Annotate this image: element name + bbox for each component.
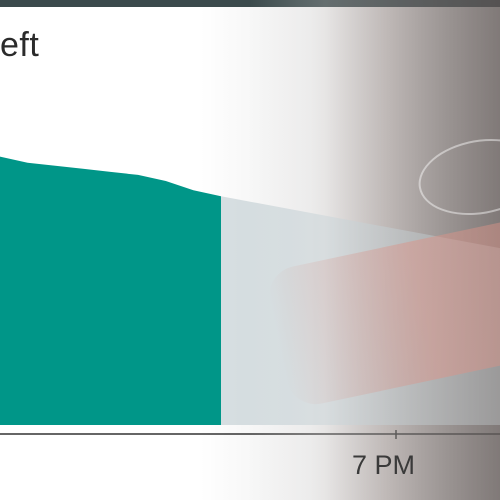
- x-tick-label-7pm: 7 PM: [352, 450, 416, 480]
- battery-estimate-label: eft: [0, 26, 40, 64]
- battery-projection-area: [221, 196, 500, 425]
- battery-history-area: [0, 156, 221, 425]
